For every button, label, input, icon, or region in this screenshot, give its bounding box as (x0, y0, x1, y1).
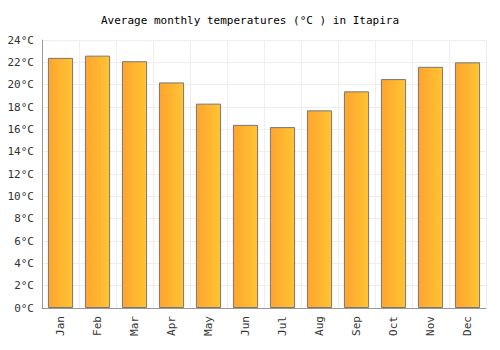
svg-text:Mar: Mar (128, 316, 141, 336)
svg-text:20°C: 20°C (8, 78, 35, 91)
svg-text:Jan: Jan (54, 316, 67, 336)
svg-text:6°C: 6°C (14, 235, 34, 248)
svg-text:Jul: Jul (276, 316, 289, 336)
svg-text:Sep: Sep (350, 316, 363, 336)
svg-text:Apr: Apr (165, 316, 178, 336)
svg-text:22°C: 22°C (8, 56, 35, 69)
svg-text:Oct: Oct (387, 316, 400, 336)
svg-text:0°C: 0°C (14, 302, 34, 315)
svg-text:14°C: 14°C (8, 145, 35, 158)
svg-text:Dec: Dec (461, 316, 474, 336)
svg-text:2°C: 2°C (14, 279, 34, 292)
svg-text:Feb: Feb (91, 316, 104, 336)
svg-text:16°C: 16°C (8, 123, 35, 136)
svg-text:18°C: 18°C (8, 101, 35, 114)
svg-text:8°C: 8°C (14, 212, 34, 225)
svg-text:4°C: 4°C (14, 257, 34, 270)
svg-text:May: May (202, 316, 215, 336)
svg-text:Jun: Jun (239, 316, 252, 336)
svg-text:24°C: 24°C (8, 34, 35, 47)
svg-text:Nov: Nov (424, 316, 437, 336)
svg-text:12°C: 12°C (8, 168, 35, 181)
svg-text:10°C: 10°C (8, 190, 35, 203)
svg-text:Aug: Aug (313, 316, 326, 336)
svg-text:Average monthly temperatures (: Average monthly temperatures (°C ) in It… (101, 14, 399, 27)
